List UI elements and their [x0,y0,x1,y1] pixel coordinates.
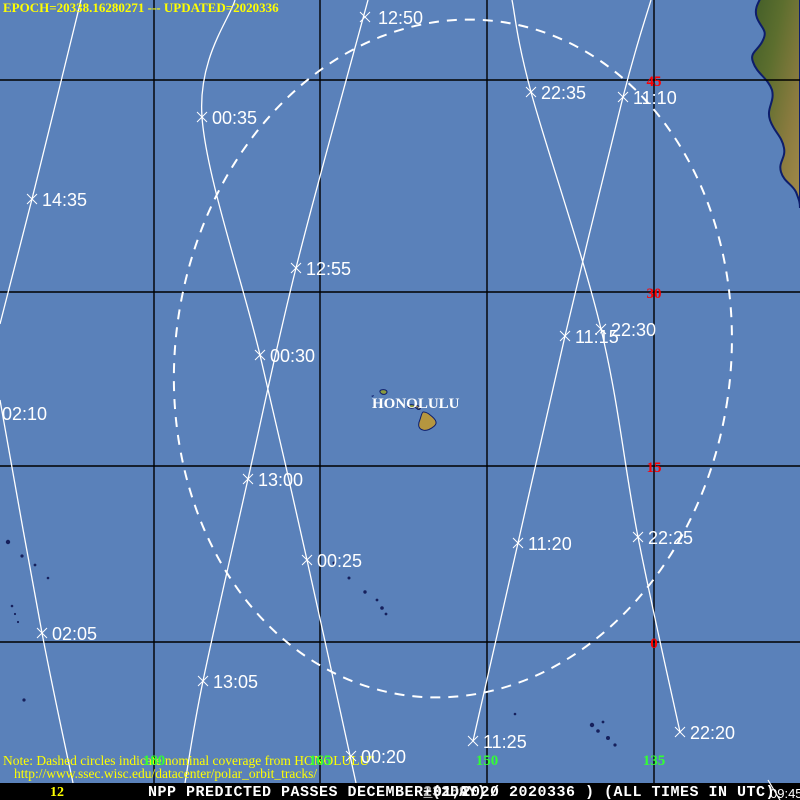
svg-text:02:10: 02:10 [2,404,47,424]
svg-text:180: 180 [143,753,166,769]
svg-text:22:35: 22:35 [541,83,586,103]
svg-text:13:05: 13:05 [213,672,258,692]
svg-text:http://www.ssec.wisc.edu/datac: http://www.ssec.wisc.edu/datacenter/pola… [14,766,317,781]
svg-text:22:30: 22:30 [611,320,656,340]
svg-text:09:45: 09:45 [770,786,800,800]
svg-text:00:30: 00:30 [270,346,315,366]
svg-text:150: 150 [476,753,499,769]
svg-text:14:35: 14:35 [42,190,87,210]
svg-text:15: 15 [647,460,662,476]
svg-text:HONOLULU: HONOLULU [372,396,460,412]
svg-text:165: 165 [309,753,332,769]
svg-text:/ 2020336 ) (ALL TIMES IN UT: / 2020336 ) (ALL TIMES IN UTC) [490,784,775,800]
svg-text:11:20: 11:20 [528,534,572,554]
svg-text:02:05: 02:05 [52,624,97,644]
svg-text:0: 0 [650,636,658,652]
svg-text:12:50: 12:50 [378,8,423,28]
svg-text:22:20: 22:20 [690,723,735,743]
svg-text:135: 135 [643,753,666,769]
svg-text:12: 12 [50,785,64,800]
svg-text:00:20: 00:20 [361,747,406,767]
svg-text:EPOCH=20338.16280271 --- UPDAT: EPOCH=20338.16280271 --- UPDATED=2020336 [3,0,279,15]
svg-text:11:10: 11:10 [633,88,677,108]
svg-text:22:25: 22:25 [648,528,693,548]
svg-text:30: 30 [647,286,662,302]
svg-text:13:00: 13:00 [258,470,303,490]
svg-text:11:25: 11:25 [483,732,527,752]
svg-text:00:35: 00:35 [212,108,257,128]
svg-text:00:25: 00:25 [317,551,362,571]
svg-text:23:59: 23:59 [423,784,468,800]
svg-text:12:55: 12:55 [306,259,351,279]
